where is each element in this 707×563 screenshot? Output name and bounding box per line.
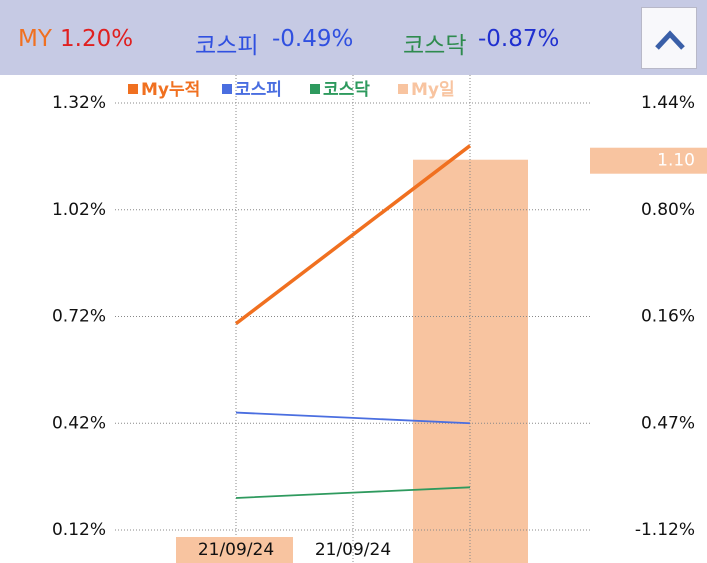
x-label-highlight (176, 537, 293, 563)
y2-tick-label: 0.16% (641, 307, 695, 327)
line (234, 144, 472, 326)
y2-tick-label: 0.47% (641, 413, 695, 433)
my-label: MY (18, 26, 52, 52)
y-tick-label: 1.32% (52, 93, 106, 113)
y-tick-label: 0.12% (52, 520, 106, 540)
y-tick-label: 0.72% (52, 307, 106, 327)
line (235, 486, 471, 499)
y-tick-label: 1.02% (52, 200, 106, 220)
line (235, 411, 471, 425)
x-tick-label: 21/09/24 (315, 540, 391, 560)
legend-swatch (222, 84, 232, 94)
legend-label: 코스닥 (323, 80, 370, 100)
my-value: 1.20% (60, 26, 134, 52)
bar (413, 159, 528, 563)
kosdaq-value: -0.87% (478, 26, 560, 52)
legend-swatch (310, 84, 320, 94)
y2-tick-label: 0.80% (641, 200, 695, 220)
legend-label: My누적 (141, 80, 200, 100)
value-label-bg (590, 147, 707, 174)
kosdaq-label: 코스닥 (403, 33, 467, 59)
legend-label: My일 (411, 80, 455, 100)
x-tick-label: 21/09/24 (198, 540, 274, 560)
y-tick-label: 0.42% (52, 413, 106, 433)
kospi-value: -0.49% (272, 26, 354, 52)
legend-swatch (398, 84, 408, 94)
legend-swatch (128, 84, 138, 94)
kospi-label: 코스피 (195, 33, 259, 59)
header: MY 1.20% 코스피 -0.49% 코스닥 -0.87% (0, 0, 707, 75)
legend-label: 코스피 (235, 80, 282, 100)
chart: 1.10 1.32% 1.02% 0.72% 0.42% 0.12% 1.44% 0.80% 0… (52, 75, 707, 563)
value-label: 1.10 (657, 151, 695, 171)
y2-tick-label: 1.44% (641, 93, 695, 113)
chevron-icon (655, 30, 685, 50)
y2-tick-label: -1.12% (635, 520, 695, 540)
collapse-button[interactable] (641, 7, 697, 69)
